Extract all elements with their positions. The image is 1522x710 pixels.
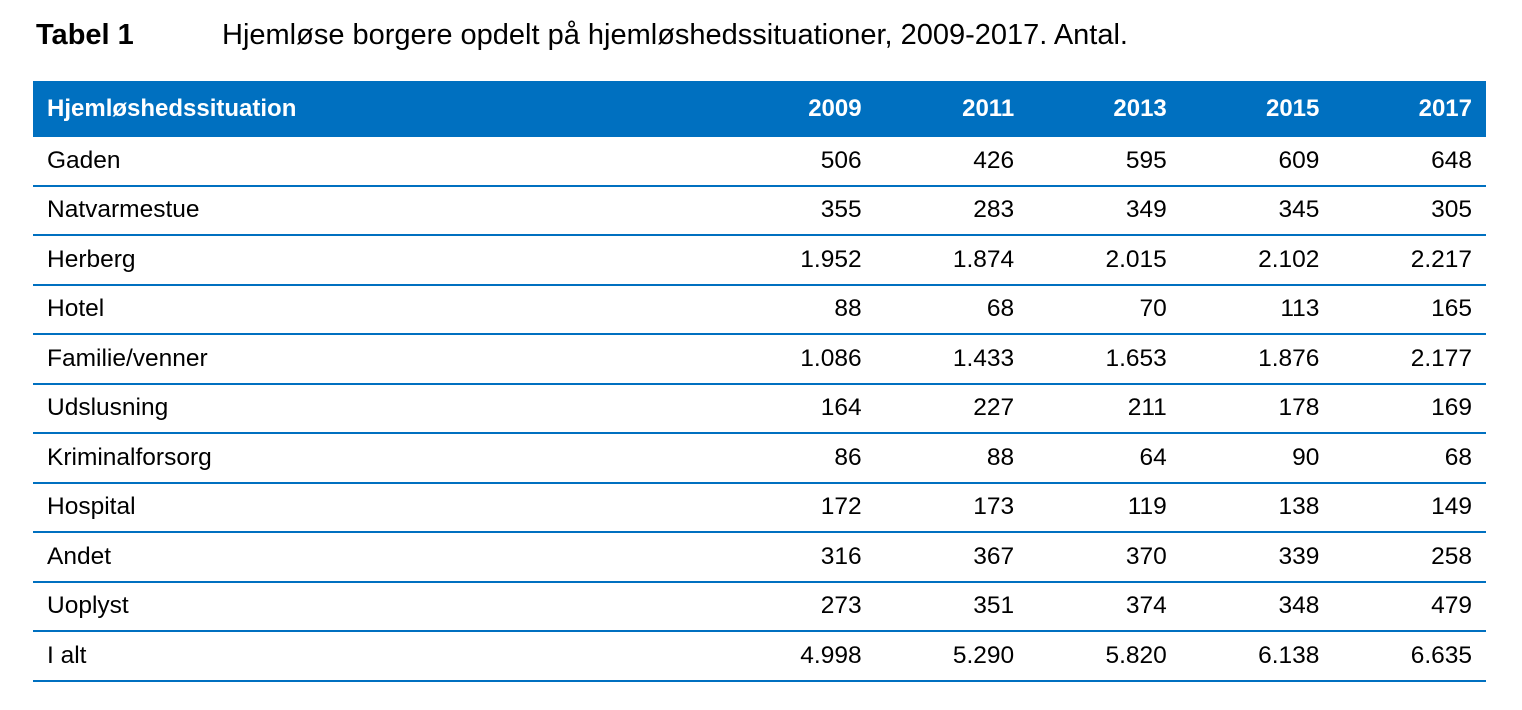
- cell-value: 119: [1028, 482, 1181, 533]
- table-row: Gaden 506 426 595 609 648: [33, 137, 1486, 187]
- table-row: Familie/venner 1.086 1.433 1.653 1.876 2.177: [33, 334, 1486, 385]
- cell-value: 345: [1180, 185, 1334, 236]
- cell-value: 1.653: [1028, 334, 1181, 385]
- total-row: I alt 4.998 5.290 5.820 6.138 6.635: [33, 631, 1486, 682]
- cell-value: 90: [1180, 433, 1334, 484]
- cell-value: 283: [875, 185, 1029, 236]
- cell-value: 1.433: [875, 334, 1029, 385]
- table-row: Herberg 1.952 1.874 2.015 2.102 2.217: [33, 235, 1486, 286]
- row-label: Natvarmestue: [33, 185, 723, 236]
- cell-value: 4.998: [723, 631, 876, 682]
- cell-value: 609: [1180, 137, 1334, 187]
- column-header-year: 2017: [1333, 81, 1486, 137]
- cell-value: 426: [875, 137, 1029, 187]
- column-header-year: 2015: [1180, 81, 1334, 137]
- column-header-year: 2011: [875, 81, 1029, 137]
- cell-value: 1.874: [875, 235, 1029, 286]
- row-label: Hospital: [33, 482, 723, 533]
- cell-value: 70: [1028, 284, 1181, 335]
- table-row: Udslusning 164 227 211 178 169: [33, 383, 1486, 434]
- table-row: Natvarmestue 355 283 349 345 305: [33, 185, 1486, 236]
- cell-value: 351: [875, 581, 1029, 632]
- cell-value: 5.820: [1028, 631, 1181, 682]
- cell-value: 1.952: [723, 235, 876, 286]
- cell-value: 68: [1333, 433, 1486, 484]
- table-row: Andet 316 367 370 339 258: [33, 532, 1486, 583]
- row-label: Hotel: [33, 284, 723, 335]
- cell-value: 68: [875, 284, 1029, 335]
- table-number: Tabel 1: [36, 18, 134, 51]
- column-header-year: 2013: [1028, 81, 1181, 137]
- cell-value: 169: [1333, 383, 1486, 434]
- cell-value: 227: [875, 383, 1029, 434]
- cell-value: 113: [1180, 284, 1334, 335]
- cell-value: 2.217: [1333, 235, 1486, 286]
- cell-value: 479: [1333, 581, 1486, 632]
- table-row: Hospital 172 173 119 138 149: [33, 482, 1486, 533]
- cell-value: 211: [1028, 383, 1181, 434]
- cell-value: 2.015: [1028, 235, 1181, 286]
- table-caption: Tabel 1 Hjemløse borgere opdelt på hjeml…: [36, 14, 1128, 56]
- table-header: Hjemløshedssituation 2009 2011 2013 2015…: [33, 81, 1486, 137]
- cell-value: 5.290: [875, 631, 1029, 682]
- cell-value: 506: [723, 137, 876, 187]
- cell-value: 349: [1028, 185, 1181, 236]
- cell-value: 149: [1333, 482, 1486, 533]
- row-label: Udslusning: [33, 383, 723, 434]
- cell-value: 595: [1028, 137, 1181, 187]
- row-label: Herberg: [33, 235, 723, 286]
- table-row: Kriminalforsorg 86 88 64 90 68: [33, 433, 1486, 484]
- row-label: I alt: [33, 631, 723, 682]
- cell-value: 339: [1180, 532, 1334, 583]
- cell-value: 6.635: [1333, 631, 1486, 682]
- cell-value: 258: [1333, 532, 1486, 583]
- row-label: Familie/venner: [33, 334, 723, 385]
- table-row: Uoplyst 273 351 374 348 479: [33, 581, 1486, 632]
- cell-value: 316: [723, 532, 876, 583]
- cell-value: 2.177: [1333, 334, 1486, 385]
- cell-value: 86: [723, 433, 876, 484]
- cell-value: 165: [1333, 284, 1486, 335]
- row-label: Uoplyst: [33, 581, 723, 632]
- row-label: Andet: [33, 532, 723, 583]
- cell-value: 2.102: [1180, 235, 1334, 286]
- cell-value: 370: [1028, 532, 1181, 583]
- cell-value: 172: [723, 482, 876, 533]
- cell-value: 348: [1180, 581, 1334, 632]
- row-label: Gaden: [33, 137, 723, 187]
- table-row: Hotel 88 68 70 113 165: [33, 284, 1486, 335]
- table-title: Hjemløse borgere opdelt på hjemløshedssi…: [222, 18, 1128, 51]
- cell-value: 305: [1333, 185, 1486, 236]
- cell-value: 1.876: [1180, 334, 1334, 385]
- column-header-situation: Hjemløshedssituation: [33, 81, 723, 137]
- cell-value: 64: [1028, 433, 1181, 484]
- cell-value: 273: [723, 581, 876, 632]
- cell-value: 88: [875, 433, 1029, 484]
- cell-value: 138: [1180, 482, 1334, 533]
- cell-value: 178: [1180, 383, 1334, 434]
- cell-value: 648: [1333, 137, 1486, 187]
- header-row: Hjemløshedssituation 2009 2011 2013 2015…: [33, 81, 1486, 137]
- cell-value: 173: [875, 482, 1029, 533]
- data-table: Hjemløshedssituation 2009 2011 2013 2015…: [33, 81, 1486, 682]
- cell-value: 164: [723, 383, 876, 434]
- row-label: Kriminalforsorg: [33, 433, 723, 484]
- cell-value: 88: [723, 284, 876, 335]
- cell-value: 355: [723, 185, 876, 236]
- column-header-year: 2009: [723, 81, 876, 137]
- table-body: Gaden 506 426 595 609 648 Natvarmestue 355 283 34…: [33, 137, 1486, 682]
- cell-value: 367: [875, 532, 1029, 583]
- cell-value: 1.086: [723, 334, 876, 385]
- cell-value: 6.138: [1180, 631, 1334, 682]
- cell-value: 374: [1028, 581, 1181, 632]
